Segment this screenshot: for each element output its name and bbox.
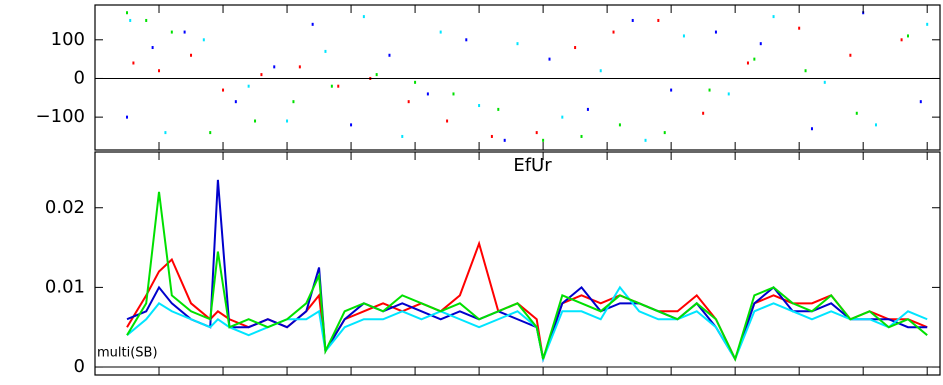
point <box>586 107 589 111</box>
y-tick-label: 0.01 <box>45 276 85 297</box>
point <box>350 123 353 127</box>
point <box>631 18 634 22</box>
point <box>247 84 250 88</box>
point <box>490 134 493 138</box>
point <box>145 18 148 22</box>
point <box>375 73 378 77</box>
point <box>497 107 500 111</box>
chart-title: EfUr <box>513 155 552 176</box>
point <box>465 38 468 42</box>
point <box>919 100 922 104</box>
point <box>330 84 333 88</box>
point <box>702 111 705 115</box>
plot-frame <box>94 151 941 376</box>
point <box>535 131 538 135</box>
point <box>234 100 237 104</box>
point <box>542 138 545 142</box>
point <box>324 49 327 53</box>
point <box>657 18 660 22</box>
point <box>772 15 775 19</box>
point <box>548 57 551 61</box>
point <box>414 80 417 84</box>
point <box>708 88 711 92</box>
point <box>426 92 429 96</box>
plot-frame <box>94 4 941 151</box>
point <box>222 88 225 92</box>
point <box>926 22 929 26</box>
point <box>599 69 602 73</box>
point <box>714 30 717 34</box>
point <box>503 138 506 142</box>
point <box>388 53 391 57</box>
series-line <box>126 240 928 362</box>
point <box>561 115 564 119</box>
point <box>759 42 762 46</box>
point <box>337 84 340 88</box>
point <box>798 26 801 30</box>
point <box>126 11 129 15</box>
point <box>574 46 577 50</box>
point <box>401 134 404 138</box>
point <box>874 123 877 127</box>
point <box>644 138 647 142</box>
point <box>254 119 257 123</box>
point <box>753 57 756 61</box>
point <box>804 69 807 73</box>
point <box>126 115 129 119</box>
point <box>183 30 186 34</box>
point <box>516 42 519 46</box>
series-line <box>126 285 928 363</box>
series-line <box>126 179 928 363</box>
point <box>439 30 442 34</box>
point <box>362 15 365 19</box>
point <box>612 30 615 34</box>
point <box>190 53 193 57</box>
point <box>906 34 909 38</box>
point <box>823 80 826 84</box>
point <box>260 73 263 77</box>
point <box>618 123 621 127</box>
point <box>158 69 161 73</box>
point <box>746 61 749 65</box>
point <box>164 131 167 135</box>
point <box>209 131 212 135</box>
y-tick-label: −100 <box>36 106 85 127</box>
point <box>810 127 813 131</box>
point <box>478 104 481 108</box>
point <box>682 34 685 38</box>
point <box>900 38 903 42</box>
point <box>446 119 449 123</box>
y-tick-label: 0 <box>74 356 85 377</box>
point <box>286 119 289 123</box>
point <box>670 88 673 92</box>
y-tick-label: 0 <box>74 67 85 88</box>
point <box>298 65 301 69</box>
point <box>129 18 132 22</box>
point <box>727 92 730 96</box>
point <box>273 65 276 69</box>
point <box>292 100 295 104</box>
point <box>663 131 666 135</box>
y-tick-label: 0.02 <box>45 197 85 218</box>
point <box>202 38 205 42</box>
point <box>855 111 858 115</box>
point <box>311 22 314 26</box>
annotation: multi(SB) <box>97 346 158 361</box>
point <box>580 134 583 138</box>
point <box>407 100 410 104</box>
point <box>151 46 154 50</box>
point <box>170 30 173 34</box>
series-line <box>126 191 928 362</box>
y-tick-label: 100 <box>51 29 85 50</box>
point <box>132 61 135 65</box>
point <box>452 92 455 96</box>
point <box>849 53 852 57</box>
